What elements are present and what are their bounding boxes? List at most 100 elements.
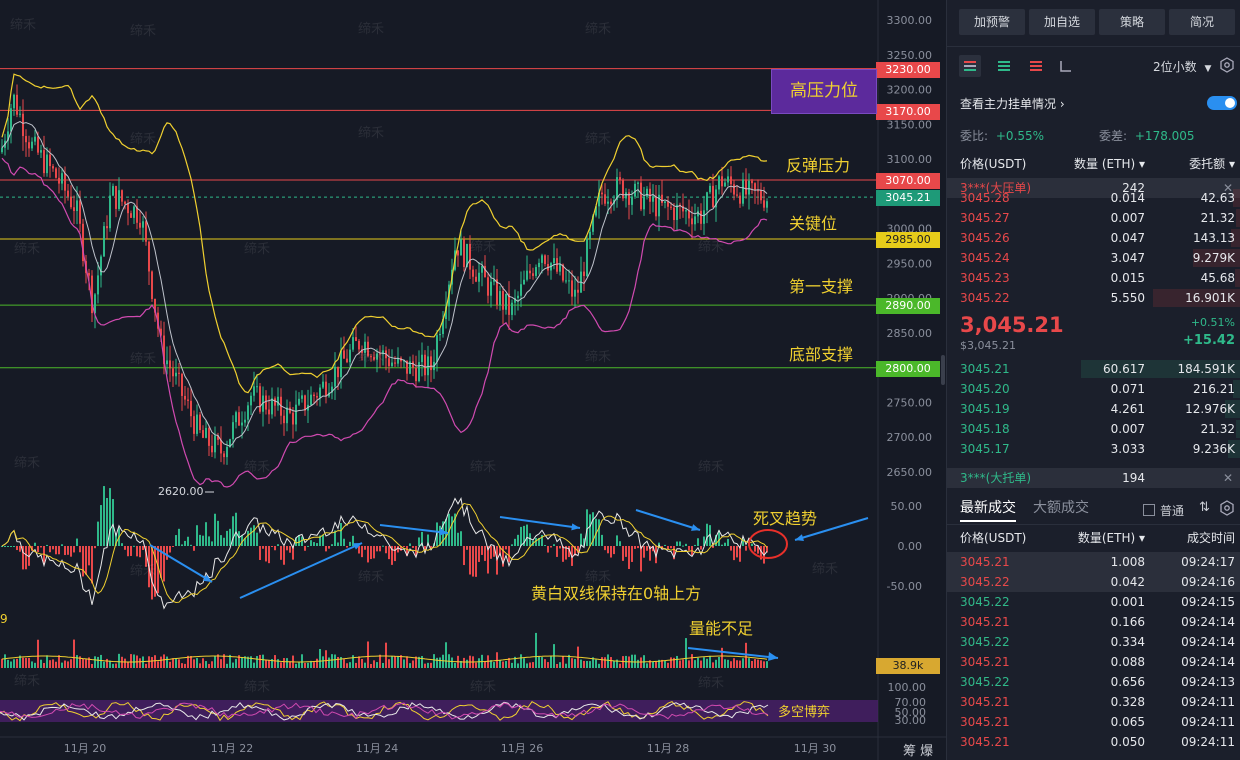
- volume-bar: [412, 660, 414, 668]
- volume-bar: [403, 659, 405, 668]
- candle-body: [406, 360, 408, 374]
- macd-histogram-bar: [349, 541, 351, 546]
- macd-histogram-bar: [199, 534, 201, 546]
- volume-bar: [250, 656, 252, 668]
- add-watchlist-button[interactable]: 加自选: [1029, 9, 1095, 35]
- bids-only-view-icon[interactable]: [993, 55, 1015, 77]
- ask-row[interactable]: 3045.28 0.014 42.63: [947, 188, 1240, 208]
- candle-body: [718, 176, 720, 190]
- volume-bar: [85, 659, 87, 668]
- ask-row[interactable]: 3045.22 5.550 16.901K: [947, 288, 1240, 308]
- trade-row[interactable]: 3045.22 0.334 09:24:14: [947, 632, 1240, 652]
- current-price-tag: 3045.21: [876, 190, 940, 206]
- trade-row[interactable]: 3045.21 0.050 09:24:11: [947, 732, 1240, 752]
- close-icon[interactable]: ✕: [1222, 471, 1233, 485]
- bid-row[interactable]: 3045.18 0.007 21.32: [947, 419, 1240, 439]
- trades-header: 价格(USDT) 数量(ETH) ▾ 成交时间: [947, 528, 1240, 548]
- col-trade-qty[interactable]: 数量(ETH) ▾: [1077, 531, 1145, 545]
- trade-row[interactable]: 3045.21 0.088 09:24:14: [947, 652, 1240, 672]
- trade-row[interactable]: 3045.22 0.001 09:24:15: [947, 592, 1240, 612]
- candle-body: [388, 358, 390, 367]
- candle-body: [442, 319, 444, 334]
- bid-row[interactable]: 3045.20 0.071 216.21: [947, 379, 1240, 399]
- volume-bar: [166, 656, 168, 668]
- volume-bar: [217, 654, 219, 668]
- candle-body: [469, 243, 471, 270]
- decimal-select[interactable]: 2位小数 ▼: [1153, 58, 1211, 75]
- depth-chart-icon[interactable]: [1055, 55, 1077, 77]
- macd-histogram-bar: [604, 546, 606, 551]
- ask-row[interactable]: 3045.23 0.015 45.68: [947, 268, 1240, 288]
- col-total[interactable]: 委托额 ▾: [1189, 157, 1235, 171]
- candle-body: [268, 409, 270, 415]
- candle-body: [502, 291, 504, 310]
- watermark: 缔禾: [358, 126, 385, 141]
- volume-bar: [742, 658, 744, 668]
- panel-resize-handle[interactable]: [941, 355, 945, 385]
- bid-row[interactable]: 3045.17 3.033 9.236K: [947, 439, 1240, 459]
- cell-total: 184.591K: [1177, 362, 1236, 376]
- volume-bar: [328, 657, 330, 668]
- strategy-button[interactable]: 策略: [1099, 9, 1165, 35]
- candle-body: [52, 166, 54, 169]
- settings-icon[interactable]: [1219, 57, 1235, 73]
- macd-histogram-bar: [331, 544, 333, 546]
- candle-body: [145, 221, 147, 242]
- bid-row[interactable]: 3045.19 4.261 12.976K: [947, 399, 1240, 419]
- level-tag-2890: 2890.00: [876, 298, 940, 314]
- date-tick-label: 11月 28: [647, 742, 690, 755]
- both-sides-view-icon[interactable]: [959, 55, 981, 77]
- candle-body: [202, 430, 204, 438]
- axis-corner-label[interactable]: 筹 爆: [903, 744, 934, 759]
- ask-row[interactable]: 3045.26 0.047 143.13: [947, 228, 1240, 248]
- big-bid-qty: 194: [1122, 471, 1145, 485]
- price-chart[interactable]: 3300.003250.003200.003150.003100.003050.…: [0, 0, 946, 760]
- cell-qty: 5.550: [1110, 291, 1145, 305]
- price-tick-label: 3250.00: [887, 49, 933, 62]
- tab-latest-trades[interactable]: 最新成交: [960, 497, 1016, 517]
- sort-icon[interactable]: ⇅: [1199, 500, 1210, 515]
- volume-bar: [640, 657, 642, 668]
- trade-row[interactable]: 3045.22 0.656 09:24:13: [947, 672, 1240, 692]
- add-alert-button[interactable]: 加预警: [959, 9, 1025, 35]
- trade-row[interactable]: 3045.21 0.328 09:24:11: [947, 692, 1240, 712]
- level-tag-2985: 2985.00: [876, 232, 940, 248]
- col-qty[interactable]: 数量 (ETH) ▾: [1074, 157, 1145, 171]
- trades-settings-icon[interactable]: [1219, 500, 1235, 516]
- macd-histogram-bar: [304, 546, 306, 551]
- main-orders-toggle[interactable]: [1207, 96, 1237, 110]
- overview-button[interactable]: 简况: [1169, 9, 1235, 35]
- candle-body: [733, 184, 735, 195]
- normal-checkbox[interactable]: 普通: [1143, 502, 1184, 519]
- cell-price: 3045.22: [960, 675, 1010, 689]
- candle-body: [91, 275, 93, 314]
- trade-row[interactable]: 3045.21 0.065 09:24:11: [947, 712, 1240, 732]
- macd-histogram-bar: [751, 543, 753, 546]
- watermark: 缔禾: [585, 22, 612, 37]
- chart-canvas[interactable]: 3300.003250.003200.003150.003100.003050.…: [0, 0, 946, 760]
- rsi-tick-label: 70.00: [895, 696, 927, 709]
- ask-row[interactable]: 3045.24 3.047 9.279K: [947, 248, 1240, 268]
- trade-row[interactable]: 3045.22 0.042 09:24:16: [947, 572, 1240, 592]
- close-icon[interactable]: ✕: [1222, 181, 1233, 195]
- volume-bar: [601, 657, 603, 668]
- cell-qty: 0.007: [1110, 211, 1145, 225]
- main-orders-link[interactable]: 查看主力挂单情况 ›: [960, 95, 1065, 112]
- tab-large-trades[interactable]: 大额成交: [1033, 497, 1089, 517]
- ask-row[interactable]: 3045.27 0.007 21.32: [947, 208, 1240, 228]
- trade-row[interactable]: 3045.21 1.008 09:24:17: [947, 552, 1240, 572]
- candle-body: [466, 243, 468, 268]
- candle-body: [460, 239, 462, 256]
- candle-body: [724, 182, 726, 187]
- macd-histogram-bar: [439, 525, 441, 546]
- trade-row[interactable]: 3045.21 0.166 09:24:14: [947, 612, 1240, 632]
- volume-bar: [688, 660, 690, 668]
- candle-body: [475, 276, 477, 282]
- candle-body: [154, 298, 156, 313]
- cell-total: 9.236K: [1192, 442, 1235, 456]
- macd-histogram-bar: [280, 546, 282, 560]
- macd-histogram-bar: [535, 537, 537, 546]
- trend-arrow-head: [353, 543, 362, 550]
- bid-row[interactable]: 3045.21 60.617 184.591K: [947, 359, 1240, 379]
- asks-only-view-icon[interactable]: [1025, 55, 1047, 77]
